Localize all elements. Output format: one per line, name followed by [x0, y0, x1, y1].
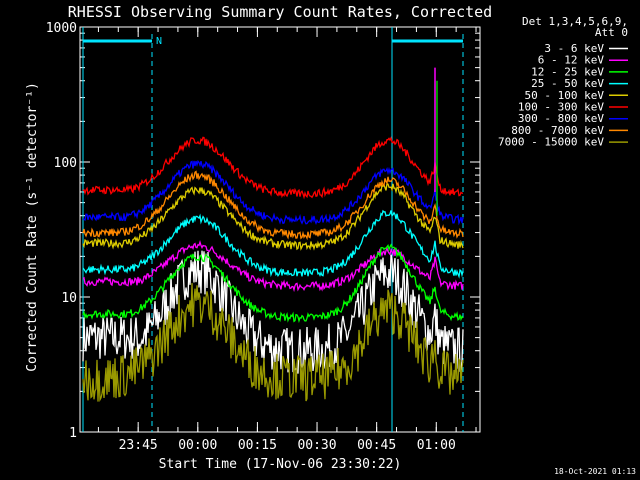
series-line [82, 136, 464, 200]
y-tick-label: 100 [54, 156, 77, 171]
x-tick-label: 00:15 [238, 438, 277, 453]
legend-label: 100 - 300 keV [518, 101, 604, 114]
x-tick-label: 00:45 [357, 438, 396, 453]
series-line [82, 159, 464, 226]
legend-label: 12 - 25 keV [531, 65, 604, 78]
series-line [82, 170, 464, 241]
x-tick-label: 00:30 [297, 438, 336, 453]
y-axis-title: Corrected Count Rate (s⁻¹ detector⁻¹) [25, 82, 40, 372]
legend-label: 50 - 100 keV [525, 89, 605, 102]
legend-header-line2: Att 0 [595, 26, 628, 39]
y-tick-label: 1 [69, 426, 77, 441]
footer-date: 18-Oct-2021 01:13 [554, 467, 636, 476]
y-axis-label: Corrected Count Rate (s⁻¹ detector⁻¹) [25, 82, 40, 372]
y-tick-label: 1000 [46, 21, 77, 36]
plot-frame [79, 26, 481, 433]
x-tick-label: 00:00 [178, 438, 217, 453]
chart-title: RHESSI Observing Summary Count Rates, Co… [68, 3, 492, 21]
legend-label: 300 - 800 keV [518, 112, 604, 125]
series-line [82, 182, 464, 251]
night-label: N [156, 36, 162, 47]
x-tick-label: 23:45 [119, 438, 158, 453]
y-tick-label: 10 [61, 291, 77, 306]
series-line [82, 283, 464, 403]
legend-label: 800 - 7000 keV [511, 124, 604, 137]
legend-label: 25 - 50 keV [531, 77, 604, 90]
legend-label: 6 - 12 keV [538, 54, 605, 67]
series-line [82, 243, 464, 324]
series-line [82, 250, 464, 374]
plot-area: 1 10 100 1000 23:45 00:00 00:15 00:30 00:45 01:00… [46, 21, 481, 453]
legend-label: 7000 - 15000 keV [498, 136, 604, 149]
legend-header-line1: Det 1,3,4,5,6,9, [522, 15, 628, 28]
legend-label: 3 - 6 keV [544, 42, 604, 55]
series-line [82, 209, 464, 279]
x-axis-label: Start Time (17-Nov-06 23:30:22) [159, 457, 402, 472]
x-tick-label: 01:00 [417, 438, 456, 453]
